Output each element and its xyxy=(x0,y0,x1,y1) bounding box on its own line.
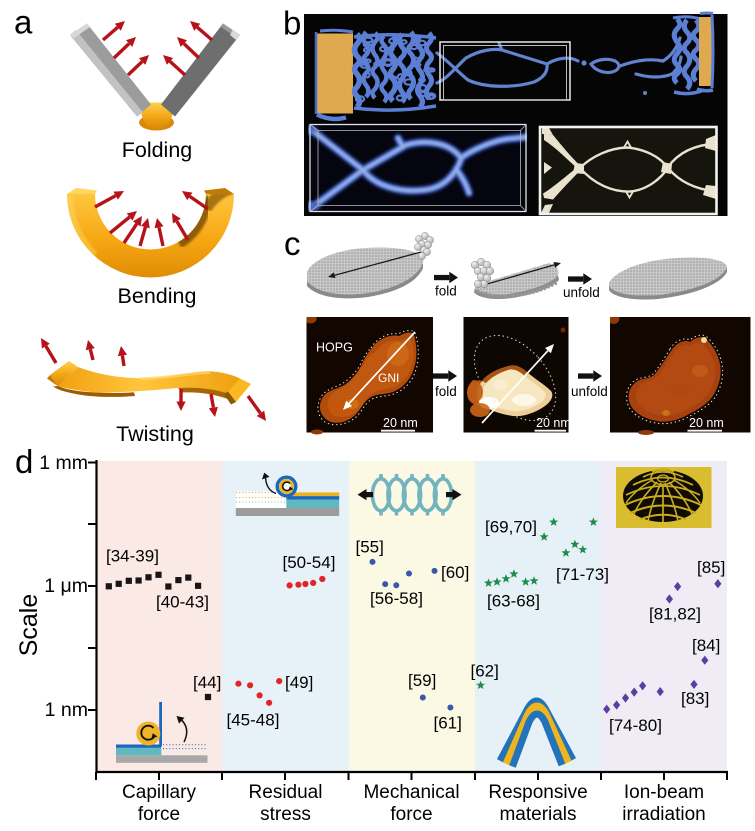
svg-text:d: d xyxy=(15,443,33,480)
svg-text:[45-48]: [45-48] xyxy=(227,711,280,730)
svg-text:[55]: [55] xyxy=(356,538,384,557)
svg-text:force: force xyxy=(390,804,432,825)
svg-text:Ion-beam: Ion-beam xyxy=(624,782,704,803)
svg-text:fold: fold xyxy=(435,384,457,399)
svg-text:1 mm: 1 mm xyxy=(39,452,88,474)
svg-text:unfold: unfold xyxy=(571,384,608,399)
svg-text:20 nm: 20 nm xyxy=(689,416,724,430)
svg-text:HOPG: HOPG xyxy=(316,341,353,355)
svg-text:Bending: Bending xyxy=(118,284,197,308)
svg-text:fold: fold xyxy=(435,284,457,299)
svg-text:[74-80]: [74-80] xyxy=(609,716,662,735)
svg-text:[69,70]: [69,70] xyxy=(485,518,537,537)
svg-text:[44]: [44] xyxy=(193,673,221,692)
svg-text:[62]: [62] xyxy=(471,662,499,681)
svg-text:[83]: [83] xyxy=(681,689,709,708)
svg-text:Scale: Scale xyxy=(15,594,43,657)
svg-text:[40-43]: [40-43] xyxy=(156,593,209,612)
svg-text:1 nm: 1 nm xyxy=(45,699,88,721)
svg-text:c: c xyxy=(284,225,301,262)
svg-text:Residual: Residual xyxy=(249,782,323,803)
svg-text:[56-58]: [56-58] xyxy=(370,589,423,608)
svg-text:1 μm: 1 μm xyxy=(44,575,88,597)
svg-text:[49]: [49] xyxy=(285,673,313,692)
svg-text:[50-54]: [50-54] xyxy=(283,553,336,572)
svg-text:[85]: [85] xyxy=(697,558,725,577)
svg-text:20 nm: 20 nm xyxy=(383,416,418,430)
svg-text:[63-68]: [63-68] xyxy=(487,592,540,611)
svg-text:GNI: GNI xyxy=(378,371,399,385)
svg-text:a: a xyxy=(14,4,33,41)
svg-text:20 nm: 20 nm xyxy=(536,416,571,430)
svg-text:Twisting: Twisting xyxy=(116,422,194,446)
svg-text:[59]: [59] xyxy=(408,671,436,690)
svg-text:[84]: [84] xyxy=(692,636,720,655)
svg-text:unfold: unfold xyxy=(563,285,600,300)
svg-text:b: b xyxy=(283,5,301,42)
svg-text:[34-39]: [34-39] xyxy=(106,547,159,566)
svg-text:[60]: [60] xyxy=(441,563,469,582)
svg-text:materials: materials xyxy=(499,804,576,825)
svg-text:stress: stress xyxy=(260,804,311,825)
svg-text:Folding: Folding xyxy=(122,138,193,162)
svg-text:force: force xyxy=(138,804,180,825)
svg-text:[61]: [61] xyxy=(434,714,462,733)
svg-text:[71-73]: [71-73] xyxy=(556,565,609,584)
svg-text:Responsive: Responsive xyxy=(488,782,587,803)
svg-text:irradiation: irradiation xyxy=(622,804,705,825)
svg-text:Capillary: Capillary xyxy=(122,782,196,803)
svg-text:Mechanical: Mechanical xyxy=(363,782,459,803)
svg-text:[81,82]: [81,82] xyxy=(649,605,701,624)
